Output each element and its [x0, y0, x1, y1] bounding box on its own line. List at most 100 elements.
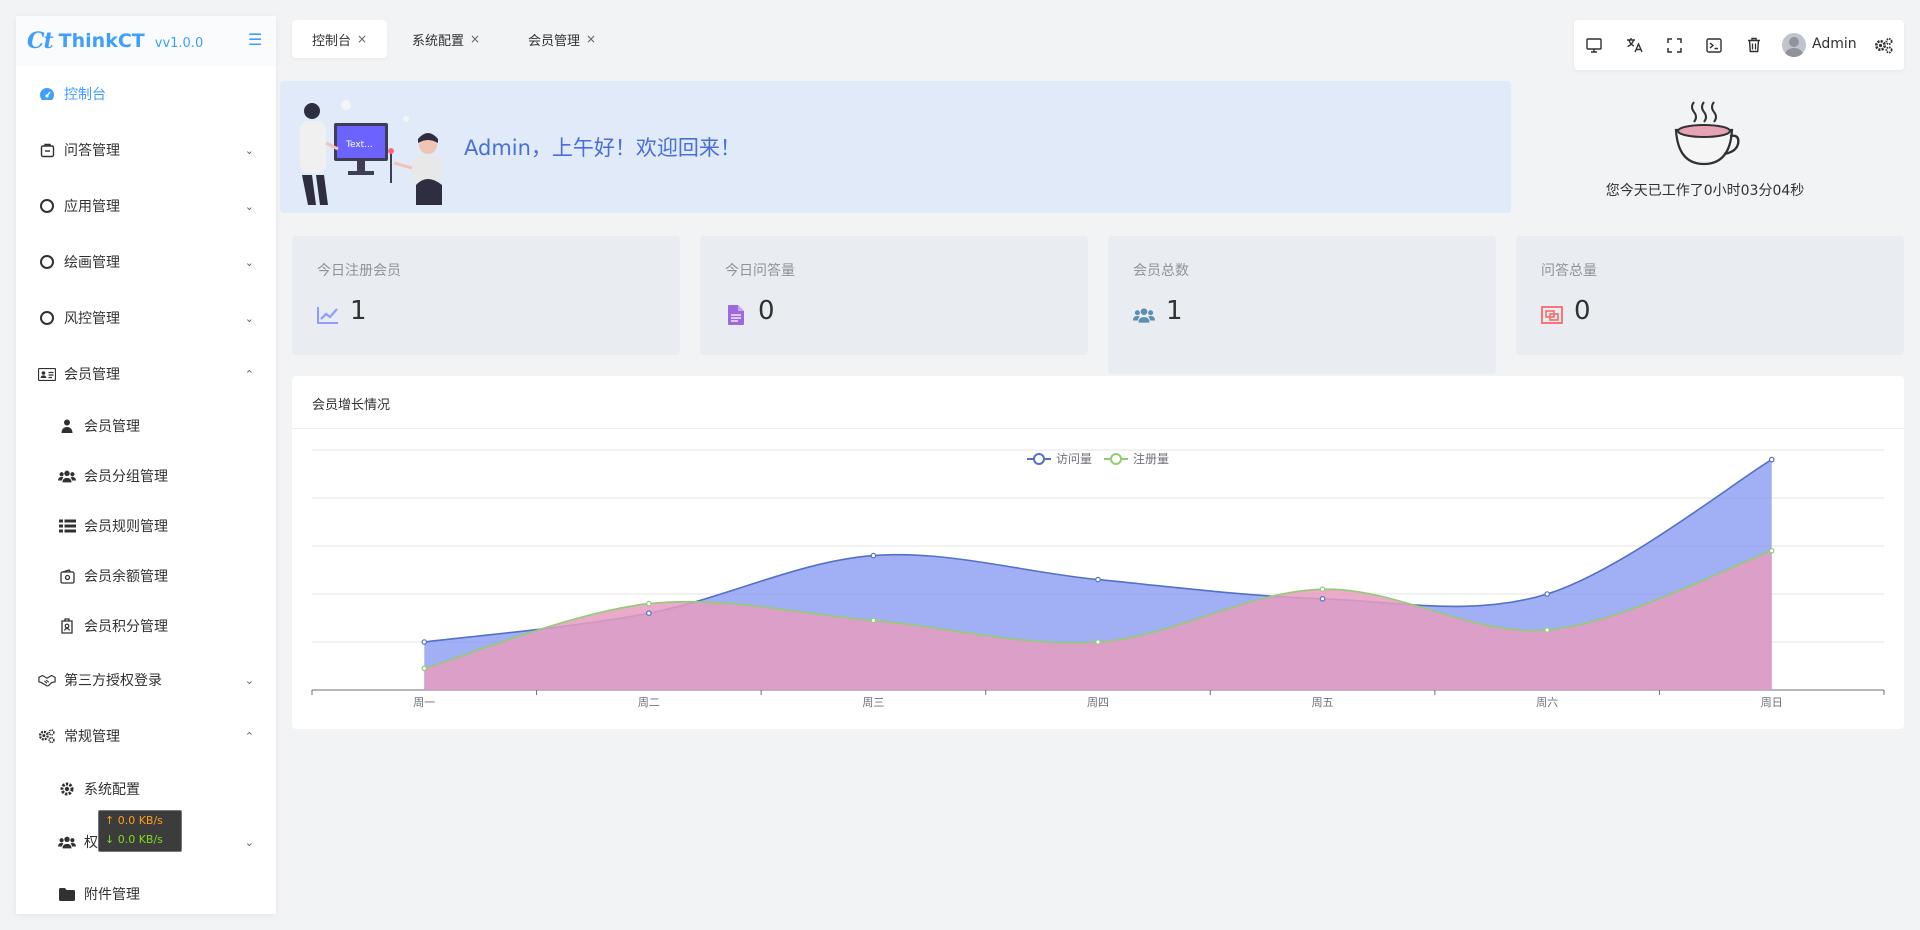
top-toolbar: Admin	[1574, 20, 1904, 70]
handshake-icon	[38, 671, 56, 689]
sidebar-item-qa[interactable]: 问答管理 ⌄	[16, 130, 276, 170]
circle-icon	[38, 253, 56, 271]
chevron-down-icon: ⌄	[244, 199, 254, 213]
welcome-illustration: Text...	[300, 100, 442, 205]
sidebar-item-label: 附件管理	[84, 887, 140, 903]
sidebar-item-label: 会员管理	[64, 367, 120, 383]
data-point	[1544, 627, 1550, 633]
logo-mark: Ct	[27, 28, 54, 54]
sidebar-item-dashboard[interactable]: 控制台	[16, 74, 276, 114]
tab-dashboard[interactable]: 控制台 ×	[292, 20, 388, 58]
terminal-icon[interactable]	[1704, 35, 1724, 55]
qa-icon	[38, 141, 56, 159]
member-growth-panel: 会员增长情况 周一 周二 周三 周四 周五 周六 周日 访问量 注册量	[292, 376, 1904, 729]
tab-label: 会员管理	[528, 33, 581, 49]
data-point	[870, 617, 877, 624]
data-point	[421, 639, 428, 645]
id-card-icon	[38, 365, 56, 383]
circle-icon	[38, 309, 56, 327]
chevron-down-icon: ⌄	[244, 311, 254, 325]
sidebar-item-member-list[interactable]: 会员管理	[16, 406, 276, 446]
avatar[interactable]	[1782, 33, 1806, 57]
trash-icon[interactable]	[1744, 35, 1764, 55]
sidebar-item-apps[interactable]: 应用管理 ⌄	[16, 186, 276, 226]
settings-icon[interactable]	[1874, 35, 1894, 55]
logo[interactable]: Ct ThinkCT vv1.0.0	[16, 16, 276, 66]
sidebar-item-attachments[interactable]: 附件管理	[16, 874, 276, 914]
data-point	[1768, 456, 1775, 463]
sidebar-item-label: 控制台	[64, 87, 106, 103]
gear-icon	[58, 780, 76, 798]
circle-icon	[38, 197, 56, 215]
coffee-cup-icon	[1674, 101, 1740, 166]
tab-label: 控制台	[312, 33, 352, 49]
tab-label: 系统配置	[412, 33, 465, 49]
data-point	[870, 552, 877, 559]
download-speed: ↓ 0.0 KB/s	[105, 833, 163, 846]
sidebar: Ct ThinkCT vv1.0.0 ☰ 控制台 问答管理 ⌄ 应用管理 ⌄ 绘…	[16, 16, 276, 914]
stat-label: 问答总量	[1541, 263, 1597, 279]
member-growth-chart: 周一 周二 周三 周四 周五 周六 周日 访问量 注册量	[311, 449, 1885, 709]
sidebar-item-risk[interactable]: 风控管理 ⌄	[16, 298, 276, 338]
sidebar-item-member-rules[interactable]: 会员规则管理	[16, 506, 276, 546]
sidebar-item-label: 应用管理	[64, 199, 120, 215]
admin-name[interactable]: Admin	[1812, 36, 1857, 52]
monitor-icon[interactable]	[1584, 35, 1604, 55]
users-icon	[1133, 304, 1155, 326]
data-point	[1544, 591, 1550, 597]
sidebar-item-label: 第三方授权登录	[64, 673, 162, 689]
close-icon[interactable]: ×	[357, 32, 368, 46]
sidebar-item-members[interactable]: 会员管理 ⌃	[16, 354, 276, 394]
chevron-down-icon: ⌄	[244, 255, 254, 269]
tab-system-config[interactable]: 系统配置 ×	[392, 20, 500, 58]
upload-speed: ↑ 0.0 KB/s	[105, 814, 163, 827]
sidebar-item-general[interactable]: 常规管理 ⌃	[16, 716, 276, 756]
legend-marker	[1110, 453, 1122, 465]
list-icon	[58, 517, 76, 535]
welcome-banner: Text... Admin，上午好！欢迎回来！	[280, 81, 1511, 213]
x-tick-label: 周六	[1536, 696, 1558, 709]
stat-label: 会员总数	[1133, 263, 1189, 279]
sidebar-item-label: 会员分组管理	[84, 469, 168, 485]
stat-value: 0	[758, 296, 775, 326]
collapse-menu-icon[interactable]: ☰	[248, 30, 263, 49]
fullscreen-icon[interactable]	[1664, 35, 1684, 55]
x-tick-label: 周四	[1087, 696, 1109, 709]
sidebar-item-label: 常规管理	[64, 729, 120, 745]
sidebar-item-label: 会员积分管理	[84, 619, 168, 635]
data-point	[1095, 639, 1101, 645]
chart-title: 会员增长情况	[312, 398, 391, 413]
legend-label: 访问量	[1056, 452, 1092, 466]
stat-value: 0	[1574, 296, 1591, 326]
wallet-icon	[58, 567, 76, 585]
dashboard-icon	[38, 85, 56, 103]
app-version: vv1.0.0	[154, 36, 204, 51]
translate-icon[interactable]	[1624, 35, 1644, 55]
legend-label: 注册量	[1133, 451, 1169, 466]
close-icon[interactable]: ×	[470, 32, 481, 46]
chevron-down-icon: ⌄	[244, 835, 254, 849]
sidebar-item-member-balance[interactable]: 会员余额管理	[16, 556, 276, 596]
users-icon	[58, 467, 76, 485]
close-icon[interactable]: ×	[586, 32, 597, 46]
chevron-down-icon: ⌄	[244, 143, 254, 157]
sidebar-item-oauth[interactable]: 第三方授权登录 ⌄	[16, 660, 276, 700]
tab-members[interactable]: 会员管理 ×	[508, 20, 616, 58]
sidebar-item-member-points[interactable]: 会员积分管理	[16, 606, 276, 646]
data-point	[646, 600, 652, 607]
qa-box-icon	[1541, 304, 1563, 326]
data-point	[1319, 586, 1326, 593]
stat-label: 今日问答量	[725, 263, 795, 279]
data-point	[1768, 548, 1775, 554]
x-tick-label: 周三	[862, 696, 884, 709]
badge-icon	[58, 617, 76, 635]
sidebar-item-member-groups[interactable]: 会员分组管理	[16, 456, 276, 496]
sidebar-item-system-config[interactable]: 系统配置	[16, 769, 276, 809]
gears-icon	[38, 727, 56, 745]
welcome-greeting: Admin，上午好！欢迎回来！	[464, 136, 741, 160]
file-icon	[725, 304, 747, 326]
sidebar-item-drawing[interactable]: 绘画管理 ⌄	[16, 242, 276, 282]
stat-label: 今日注册会员	[317, 263, 401, 279]
sidebar-item-label: 风控管理	[64, 311, 120, 327]
sidebar-item-label: 会员规则管理	[84, 519, 168, 535]
